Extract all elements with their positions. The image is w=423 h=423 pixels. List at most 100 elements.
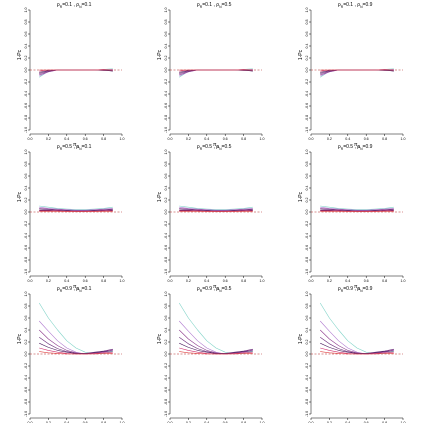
- y-tick-label: 1.0: [164, 8, 168, 13]
- y-tick-label: -0.6: [164, 103, 168, 109]
- series-line-5: [179, 342, 253, 354]
- x-axis-label: πN: [73, 142, 79, 149]
- series-line-4: [39, 208, 113, 212]
- y-tick-label: -0.8: [24, 257, 28, 263]
- x-tick-label: 0.2: [327, 279, 332, 283]
- y-tick-label: 1.0: [24, 8, 28, 13]
- panel-title: ρR=0.1 , ρN=0.1: [57, 2, 92, 9]
- series-line-7: [320, 351, 394, 355]
- x-tick-label: 0.4: [204, 279, 209, 283]
- y-tick-label: 1.0: [164, 292, 168, 297]
- y-tick-label: -1.0: [164, 269, 168, 275]
- series-line-5: [39, 342, 113, 354]
- x-tick-label: 1.0: [120, 137, 125, 141]
- x-tick-label: 0.8: [382, 421, 387, 423]
- y-tick-label: 0.8: [305, 304, 309, 309]
- y-tick-label: 0.2: [24, 56, 28, 61]
- x-tick-label: 0.4: [64, 279, 69, 283]
- y-tick-label: -1.0: [24, 127, 28, 133]
- y-axis-label: 1-Pc: [298, 333, 304, 344]
- x-tick-label: 1.0: [260, 421, 265, 423]
- chart-panel-9: ρR=0.9 , ρN=0.9 -1.0 -0.8 -0.6 -0.4 -0.2 0.0 0.…: [298, 286, 406, 423]
- y-tick-label: -0.4: [164, 375, 168, 381]
- series-line-4: [320, 208, 394, 212]
- y-tick-label: 0.0: [305, 68, 309, 73]
- y-tick-label: 0.8: [305, 20, 309, 25]
- chart-panel-8: ρR=0.9 , ρN=0.5 -1.0 -0.8 -0.6 -0.4 -0.2 0.0 0.…: [157, 286, 265, 423]
- chart-panel-6: ρR=0.5 , ρN=0.9 -1.0 -0.8 -0.6 -0.4 -0.2 0.0 0.…: [298, 144, 406, 291]
- y-axis-label: 1-Pc: [157, 191, 163, 202]
- y-tick-label: -1.0: [164, 411, 168, 417]
- y-tick-label: 0.2: [305, 340, 309, 345]
- y-tick-label: -0.6: [24, 387, 28, 393]
- y-tick-label: -0.2: [164, 363, 168, 369]
- y-tick-label: 1.0: [305, 150, 309, 155]
- y-tick-label: 0.8: [164, 162, 168, 167]
- y-tick-label: -0.2: [305, 79, 309, 85]
- x-tick-label: 0.0: [28, 421, 33, 423]
- y-axis-label: 1-Pc: [298, 49, 304, 60]
- x-tick-label: 0.2: [327, 421, 332, 423]
- x-tick-label: 0.6: [83, 279, 88, 283]
- y-axis-label: 1-Pc: [157, 49, 163, 60]
- x-axis-label: πN: [354, 284, 360, 291]
- y-tick-label: -1.0: [305, 269, 309, 275]
- x-tick-label: 0.8: [241, 279, 246, 283]
- y-tick-label: 0.6: [305, 316, 309, 321]
- panel-title: ρR=0.9 , ρN=0.5: [197, 286, 232, 293]
- x-tick-label: 0.8: [382, 137, 387, 141]
- x-tick-label: 0.4: [204, 137, 209, 141]
- x-tick-label: 0.6: [83, 421, 88, 423]
- y-tick-label: 0.2: [24, 340, 28, 345]
- y-tick-label: 0.8: [24, 20, 28, 25]
- y-tick-label: 0.4: [305, 328, 309, 333]
- x-tick-label: 0.2: [46, 137, 51, 141]
- x-tick-label: 0.4: [345, 279, 350, 283]
- series-line-3: [319, 329, 394, 355]
- series-line-1: [179, 205, 253, 210]
- y-tick-label: -0.8: [305, 399, 309, 405]
- y-tick-label: -0.4: [24, 91, 28, 97]
- x-axis-label: πN: [213, 142, 219, 149]
- panel-title: ρR=0.5 , ρN=0.9: [338, 144, 373, 151]
- y-tick-label: -1.0: [164, 127, 168, 133]
- x-tick-label: 0.0: [309, 421, 314, 423]
- y-tick-label: 0.2: [164, 56, 168, 61]
- y-tick-label: 0.6: [305, 174, 309, 179]
- x-tick-label: 0.2: [186, 421, 191, 423]
- y-axis-label: 1-Pc: [17, 333, 23, 344]
- y-tick-label: 0.4: [305, 186, 309, 191]
- panel-title: ρR=0.1 , ρN=0.9: [338, 2, 373, 9]
- y-tick-label: 0.8: [24, 304, 28, 309]
- x-axis-label: πN: [213, 284, 219, 291]
- y-tick-label: -0.2: [305, 363, 309, 369]
- panel-title: ρR=0.9 , ρN=0.1: [57, 286, 92, 293]
- x-axis-label: πN: [354, 142, 360, 149]
- x-tick-label: 0.8: [241, 137, 246, 141]
- x-tick-label: 0.4: [345, 137, 350, 141]
- y-axis-label: 1-Pc: [157, 333, 163, 344]
- x-tick-label: 0.4: [204, 421, 209, 423]
- x-tick-label: 0.8: [101, 421, 106, 423]
- y-tick-label: -0.2: [24, 221, 28, 227]
- y-tick-label: -0.8: [305, 115, 309, 121]
- x-tick-label: 0.6: [364, 421, 369, 423]
- chart-panel-5: ρR=0.5 , ρN=0.5 -1.0 -0.8 -0.6 -0.4 -0.2 0.0 0.…: [157, 144, 265, 291]
- y-tick-label: 0.6: [24, 32, 28, 37]
- y-tick-label: -0.8: [24, 115, 28, 121]
- x-tick-label: 0.8: [101, 279, 106, 283]
- chart-panel-2: ρR=0.1 , ρN=0.5 -1.0 -0.8 -0.6 -0.4 -0.2 0.0 0.…: [157, 2, 265, 149]
- panel-title: ρR=0.9 , ρN=0.9: [338, 286, 373, 293]
- y-tick-label: -0.4: [24, 233, 28, 239]
- x-tick-label: 0.2: [186, 279, 191, 283]
- x-tick-label: 0.2: [46, 279, 51, 283]
- y-tick-label: -0.6: [164, 387, 168, 393]
- series-line-2: [179, 206, 253, 211]
- y-tick-label: 0.4: [24, 328, 28, 333]
- series-line-2: [38, 320, 113, 355]
- panel-title: ρR=0.5 , ρN=0.5: [197, 144, 232, 151]
- x-tick-label: 1.0: [401, 279, 406, 283]
- y-tick-label: 0.4: [164, 186, 168, 191]
- x-tick-label: 0.4: [345, 421, 350, 423]
- y-tick-label: -1.0: [24, 411, 28, 417]
